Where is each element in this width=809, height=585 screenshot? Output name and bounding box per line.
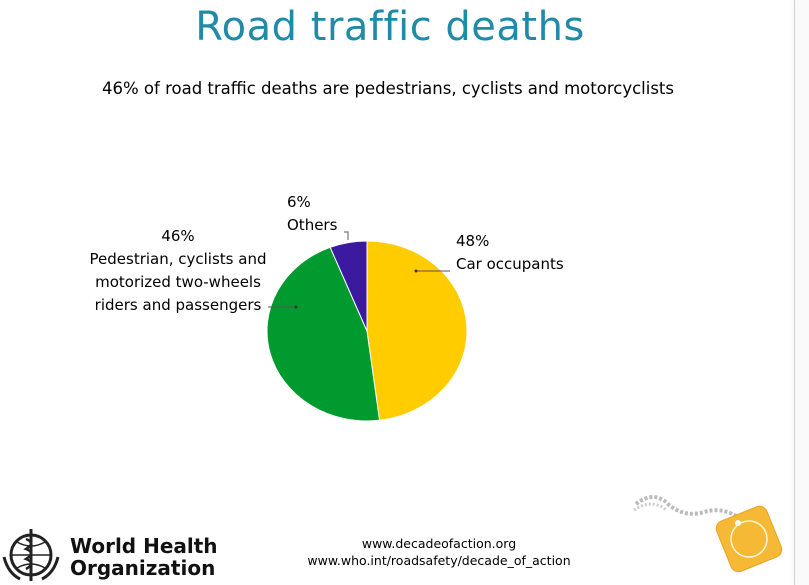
who-emblem-icon (2, 529, 60, 581)
leader-lines (268, 231, 450, 309)
label-others-name: Others (287, 216, 338, 234)
label-pedestrian-line3: riders and passengers (94, 296, 262, 314)
label-pedestrian-pct: 46% (161, 227, 195, 245)
label-pedestrian: 46% Pedestrian, cyclists and motorized t… (80, 225, 276, 317)
footer-url-decade: www.decadeofaction.org (361, 536, 517, 551)
who-wordmark-line2: Organization (70, 556, 216, 580)
who-wordmark: World Health Organization (70, 535, 218, 579)
label-car-name: Car occupants (456, 255, 564, 273)
label-pedestrian-line2: motorized two-wheels (95, 273, 261, 291)
footer-url-who: www.who.int/roadsafety/decade_of_action (307, 553, 571, 568)
label-car-pct: 48% (456, 232, 490, 250)
pie-slice-others (329, 240, 368, 332)
leader-dot-car (414, 269, 418, 273)
who-wordmark-line1: World Health (70, 534, 218, 558)
label-car: 48% Car occupants (456, 230, 564, 276)
pie-slices (266, 240, 468, 422)
pie-slice-car-occupants (366, 240, 468, 421)
pie-slice-pedestrians (266, 246, 381, 422)
label-others: 6% Others (287, 191, 337, 237)
footer-urls: www.decadeofaction.org www.who.int/roads… (300, 535, 578, 569)
label-others-pct: 6% (287, 193, 311, 211)
leader-line-others (344, 231, 349, 240)
slide-edge (794, 0, 809, 585)
slide-title: Road traffic deaths (195, 4, 585, 50)
label-pedestrian-line1: Pedestrian, cyclists and (89, 250, 267, 268)
slide-subtitle: 46% of road traffic deaths are pedestria… (102, 79, 674, 98)
decade-of-action-tag-icon (633, 495, 783, 573)
leader-dot-pedestrian (294, 305, 298, 309)
